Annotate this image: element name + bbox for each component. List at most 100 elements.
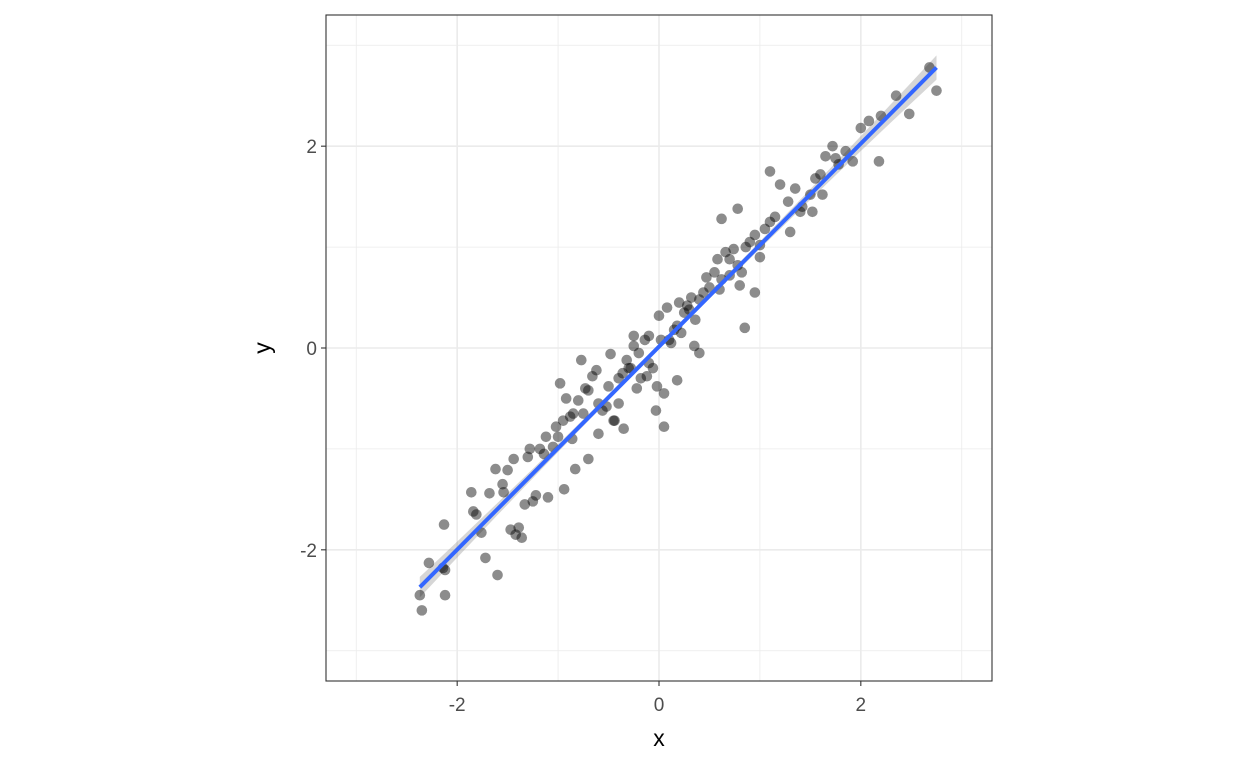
scatter-point xyxy=(847,156,859,167)
scatter-point xyxy=(534,443,546,455)
scatter-point xyxy=(698,287,709,298)
scatter-point xyxy=(560,393,572,404)
scatter-point xyxy=(631,383,643,394)
scatter-point xyxy=(583,385,594,396)
scatter-point xyxy=(423,557,435,569)
scatter-point xyxy=(580,383,591,394)
scatter-point xyxy=(658,421,670,433)
scatter-point xyxy=(618,423,629,435)
scatter-point xyxy=(550,421,562,433)
scatter-point xyxy=(720,246,731,258)
scatter-point xyxy=(583,453,594,465)
scatter-point xyxy=(414,589,426,601)
scatter-point xyxy=(621,354,633,366)
scatter-point xyxy=(739,322,751,334)
scatter-point xyxy=(830,152,841,164)
scatter-point xyxy=(540,431,552,443)
scatter-point xyxy=(542,492,554,503)
scatter-point xyxy=(502,464,513,476)
scatter-point xyxy=(782,196,794,207)
scatter-point xyxy=(613,398,624,409)
scatter-point xyxy=(650,405,662,416)
scatter-point xyxy=(651,381,663,392)
scatter-point xyxy=(815,169,826,180)
scatter-point xyxy=(784,226,796,238)
scatter-point xyxy=(704,282,715,293)
scatter-point xyxy=(513,522,525,533)
scatter-point xyxy=(538,448,550,460)
scatter-point xyxy=(633,347,645,359)
scatter-point xyxy=(749,229,761,241)
scatter-point xyxy=(530,490,542,501)
x-axis-ticks: -2 0 2 xyxy=(449,681,866,716)
scatter-point xyxy=(480,552,491,564)
scatter-point xyxy=(764,166,776,177)
scatter-point xyxy=(609,415,620,426)
scatter-point xyxy=(591,364,602,376)
scatter-point xyxy=(685,292,697,303)
scatter-point xyxy=(903,108,915,120)
scatter-point xyxy=(438,519,450,530)
scatter-point xyxy=(617,367,628,379)
y-tick-label: 2 xyxy=(306,137,317,158)
scatter-point xyxy=(671,374,683,386)
scatter-point xyxy=(690,314,701,326)
scatter-point xyxy=(639,334,651,346)
scatter-point xyxy=(653,310,665,322)
scatter-point xyxy=(522,451,534,463)
scatter-point xyxy=(567,408,579,419)
scatter-point xyxy=(716,213,727,225)
scatter-point xyxy=(569,463,581,475)
scatter-point xyxy=(817,189,828,200)
scatter-point xyxy=(492,569,503,581)
scatter-point xyxy=(593,428,604,440)
scatter-point xyxy=(712,253,723,265)
scatter-point xyxy=(658,388,670,399)
scatter-point xyxy=(557,415,569,426)
scatter-point xyxy=(490,463,501,475)
scatter-point xyxy=(665,337,677,349)
scatter-point xyxy=(484,488,495,499)
scatter-point xyxy=(744,236,756,248)
scatter-point xyxy=(709,267,720,278)
scatter-point xyxy=(863,115,875,127)
scatter-point xyxy=(789,183,801,194)
scatter-point xyxy=(764,216,776,228)
scatter-point xyxy=(689,340,700,352)
scatter-point xyxy=(732,203,744,215)
y-axis-ticks: -2 0 2 xyxy=(300,137,326,562)
scatter-point xyxy=(820,150,831,162)
scatter-point xyxy=(810,173,821,184)
scatter-point xyxy=(734,280,746,291)
scatter-point xyxy=(587,370,598,382)
scatter-point xyxy=(519,499,531,510)
scatter-point xyxy=(623,362,635,374)
scatter-point xyxy=(552,431,564,443)
scatter-point xyxy=(678,307,690,318)
scatter-point xyxy=(608,415,619,426)
scatter-point xyxy=(505,524,516,535)
scatter-point xyxy=(890,90,902,102)
scatter-point xyxy=(641,370,653,382)
scatter-point xyxy=(576,354,587,366)
scatter-point xyxy=(439,589,451,601)
scatter-point xyxy=(855,122,867,134)
scatter-point xyxy=(647,362,659,374)
scatter-point xyxy=(498,487,509,498)
scatter-point xyxy=(769,211,781,223)
scatter-point xyxy=(681,300,693,311)
scatter-point xyxy=(527,496,539,507)
scatter-point xyxy=(873,156,885,167)
scatter-point xyxy=(774,179,786,190)
y-axis-title: y xyxy=(249,342,275,354)
scatter-point xyxy=(416,605,428,616)
scatter-point xyxy=(728,243,739,255)
x-tick-label: -2 xyxy=(449,695,466,716)
regression-line xyxy=(418,66,938,589)
scatter-point xyxy=(675,327,687,339)
scatter-point xyxy=(931,85,942,96)
scatter-point xyxy=(628,340,640,352)
scatter-point xyxy=(724,253,735,265)
scatter-point xyxy=(673,297,685,308)
